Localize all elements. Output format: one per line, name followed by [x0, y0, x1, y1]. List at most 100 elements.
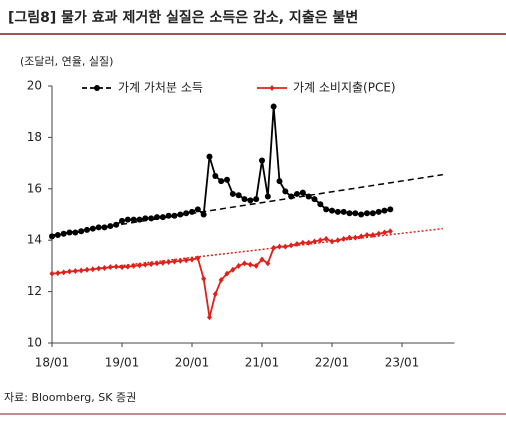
point	[136, 216, 143, 223]
point	[288, 193, 295, 200]
point	[300, 239, 306, 246]
point	[84, 226, 90, 233]
chart-title: [그림8] 물가 효과 제거한 실질은 소득은 감소, 지출은 불변	[8, 9, 358, 26]
series-line	[51, 106, 391, 238]
point	[60, 230, 67, 237]
point	[131, 262, 137, 269]
x-tick-label: 23/01	[385, 356, 420, 370]
point	[96, 265, 102, 272]
point	[113, 263, 119, 270]
point	[207, 314, 212, 321]
point	[78, 228, 85, 235]
point	[259, 157, 265, 164]
point	[61, 269, 67, 276]
point	[265, 260, 271, 267]
point	[259, 256, 265, 263]
point	[113, 221, 120, 228]
point	[271, 244, 277, 251]
point	[194, 206, 201, 213]
x-tick-label: 19/01	[105, 356, 140, 370]
point	[270, 103, 277, 110]
point	[364, 232, 370, 239]
point	[229, 190, 236, 197]
point	[218, 277, 224, 284]
point	[159, 214, 166, 221]
point	[160, 259, 166, 266]
point	[376, 230, 382, 237]
point	[130, 216, 137, 223]
point	[294, 241, 300, 248]
point	[224, 176, 230, 183]
point	[78, 267, 84, 274]
point	[305, 193, 312, 200]
point	[323, 235, 329, 242]
point	[183, 257, 189, 264]
point	[329, 238, 335, 245]
point	[247, 197, 254, 204]
point	[171, 212, 178, 219]
point	[49, 270, 55, 277]
point	[370, 232, 376, 239]
y-tick-label: 18	[27, 130, 42, 144]
point	[282, 188, 289, 195]
point	[218, 178, 225, 185]
point	[124, 216, 131, 223]
point	[323, 206, 330, 213]
point	[317, 201, 324, 208]
point	[312, 238, 317, 245]
point	[84, 266, 90, 273]
point	[165, 212, 172, 219]
point	[340, 208, 347, 215]
point	[102, 264, 107, 271]
point	[341, 235, 347, 242]
point	[154, 260, 160, 267]
y-tick-label: 14	[27, 233, 42, 247]
point	[382, 229, 387, 236]
x-tick-label: 21/01	[245, 356, 280, 370]
point	[347, 234, 352, 241]
y-tick-label: 20	[27, 79, 42, 93]
point	[54, 232, 61, 239]
point	[66, 229, 73, 236]
point	[381, 207, 388, 214]
point	[387, 228, 393, 235]
series-line	[51, 230, 391, 318]
point	[212, 172, 219, 179]
unit-label: (조달러, 연율, 실질)	[20, 55, 113, 68]
point	[253, 262, 259, 269]
point	[95, 224, 102, 231]
point	[242, 260, 247, 267]
point	[346, 210, 353, 217]
point	[335, 237, 341, 244]
point	[195, 255, 201, 262]
y-tick-label: 12	[27, 284, 42, 298]
point	[358, 211, 365, 218]
point	[148, 261, 154, 268]
point	[276, 178, 283, 185]
point	[352, 210, 359, 217]
point	[177, 257, 183, 264]
point	[107, 264, 113, 271]
point	[230, 266, 236, 273]
point	[72, 229, 79, 236]
point	[89, 225, 96, 232]
point	[224, 270, 230, 277]
point	[241, 196, 248, 203]
point	[375, 208, 382, 215]
point	[172, 258, 177, 265]
point	[358, 233, 364, 240]
point	[101, 224, 108, 231]
point	[369, 210, 376, 217]
legend-label: 가계 소비지출(PCE)	[293, 81, 396, 95]
point	[125, 263, 131, 270]
point	[49, 233, 55, 240]
point	[334, 208, 341, 215]
legend-label: 가계 가처분 소득	[118, 81, 203, 95]
point	[166, 259, 172, 266]
point	[72, 268, 78, 275]
x-tick-label: 18/01	[35, 356, 70, 370]
point	[352, 234, 358, 241]
point	[148, 215, 155, 222]
point	[189, 256, 195, 263]
